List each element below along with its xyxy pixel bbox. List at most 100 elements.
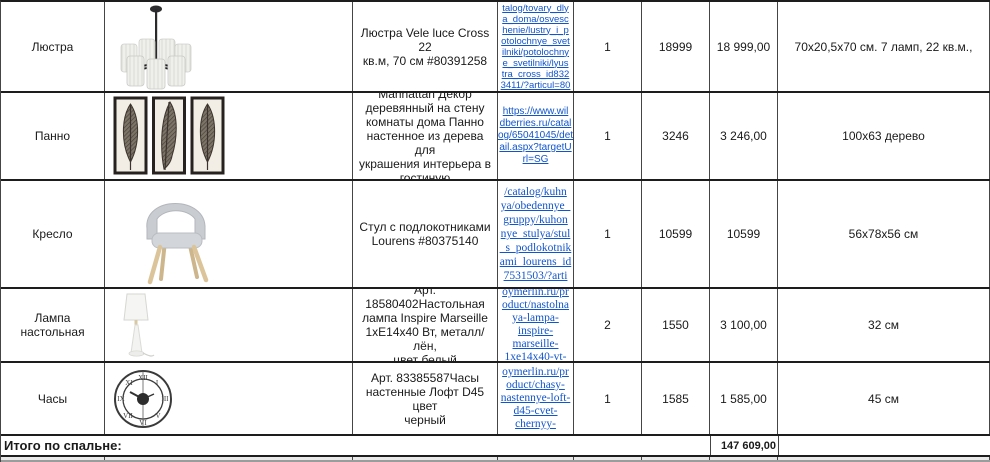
item-qty: 1 — [604, 39, 611, 54]
item-total: 3 246,00 — [720, 129, 767, 143]
empty-cell[interactable] — [779, 436, 990, 455]
partial-cell — [353, 457, 498, 460]
item-image-cell[interactable]: XII III VI IX I XI V VII — [105, 363, 353, 434]
item-price-cell[interactable]: 10599 — [642, 181, 710, 287]
item-price-cell[interactable]: 3246 — [642, 93, 710, 179]
item-name-cell[interactable]: Панно — [1, 93, 105, 179]
svg-text:V: V — [155, 412, 160, 420]
item-description-cell[interactable]: Арт. 83385587Часы настенные Лофт D45 цве… — [353, 363, 498, 434]
product-link[interactable]: oymerlin.ru/pr oduct/chasy- nastennye-lo… — [500, 366, 571, 430]
item-qty-cell[interactable]: 1 — [574, 93, 642, 179]
item-image-cell[interactable] — [105, 289, 353, 361]
item-link-cell[interactable]: oymerlin.ru/pr oduct/chasy- nastennye-lo… — [498, 363, 574, 434]
item-name-cell[interactable]: Лампа настольная — [1, 289, 105, 361]
item-description: Люстра Vele luce Cross 22 кв.м, 70 см #8… — [360, 25, 490, 68]
item-price: 18999 — [658, 39, 693, 54]
item-qty-cell[interactable]: 2 — [574, 289, 642, 361]
item-price: 1550 — [662, 318, 689, 332]
item-name: Панно — [34, 129, 71, 143]
total-label: Итого по спальне: — [4, 438, 122, 453]
item-description: Арт. 18580402Настольная лампа Inspire Ma… — [362, 289, 488, 361]
item-price: 10599 — [658, 227, 693, 241]
total-value-cell[interactable]: 147 609,00 — [711, 436, 779, 455]
item-name: Лампа настольная — [20, 311, 85, 339]
item-link-cell[interactable]: https://www.wil dberries.ru/catal og/650… — [498, 93, 574, 179]
item-dimensions: 32 см — [868, 318, 899, 332]
svg-text:VI: VI — [139, 419, 147, 427]
partial-cell — [105, 457, 353, 460]
item-dimensions: 70х20,5х70 см. 7 ламп, 22 кв.м., — [794, 39, 973, 54]
next-row-partial — [1, 457, 990, 462]
partial-cell — [642, 457, 710, 460]
item-total: 3 100,00 — [720, 318, 767, 332]
item-link-cell[interactable]: oymerlin.ru/pr oduct/nastolna ya-lampa- … — [498, 289, 574, 361]
item-link-cell[interactable]: talog/tovary_dly a_doma/osvesc henie/lus… — [498, 2, 574, 91]
item-price: 1585 — [662, 391, 689, 406]
item-description: Manhattan Декор деревянный на стену комн… — [358, 93, 492, 179]
table-row: Кресло Стул с подлокотниками Lourens #80… — [1, 181, 990, 289]
wall-clock-photo: XII III VI IX I XI V VII — [114, 369, 172, 428]
partial-cell — [574, 457, 642, 460]
total-label-cell[interactable]: Итого по спальне: — [1, 436, 711, 455]
item-qty: 1 — [604, 129, 611, 143]
product-link[interactable]: oymerlin.ru/pr oduct/nastolna ya-lampa- … — [501, 289, 570, 361]
total-row: Итого по спальне: 147 609,00 — [1, 436, 990, 457]
product-link[interactable]: talog/tovary_dly a_doma/osvesc henie/lus… — [500, 2, 571, 91]
item-total: 18 999,00 — [716, 39, 771, 54]
item-total-cell[interactable]: 10599 — [710, 181, 778, 287]
item-qty-cell[interactable]: 1 — [574, 181, 642, 287]
item-description-cell[interactable]: Люстра Vele luce Cross 22 кв.м, 70 см #8… — [353, 2, 498, 91]
item-image-cell[interactable] — [105, 2, 353, 91]
item-price-cell[interactable]: 1585 — [642, 363, 710, 434]
item-name: Часы — [37, 391, 68, 406]
item-description: Арт. 83385587Часы настенные Лофт D45 цве… — [365, 370, 485, 427]
item-dimensions-cell[interactable]: 70х20,5х70 см. 7 ламп, 22 кв.м., — [778, 2, 990, 91]
item-link-cell[interactable]: /catalog/kuhn ya/obedennye_ gruppy/kuhon… — [498, 181, 574, 287]
item-price-cell[interactable]: 18999 — [642, 2, 710, 91]
item-price-cell[interactable]: 1550 — [642, 289, 710, 361]
item-dimensions-cell[interactable]: 56х78х56 см — [778, 181, 990, 287]
item-total-cell[interactable]: 3 100,00 — [710, 289, 778, 361]
armchair-photo — [146, 203, 209, 285]
item-qty: 1 — [604, 391, 611, 406]
table-row: Люстра — [1, 2, 990, 93]
item-description-cell[interactable]: Арт. 18580402Настольная лампа Inspire Ma… — [353, 289, 498, 361]
item-description-cell[interactable]: Стул с подлокотниками Lourens #80375140 — [353, 181, 498, 287]
svg-text:IX: IX — [117, 395, 124, 403]
item-name: Кресло — [32, 227, 73, 241]
item-total-cell[interactable]: 3 246,00 — [710, 93, 778, 179]
svg-text:I: I — [156, 379, 159, 387]
item-description-cell[interactable]: Manhattan Декор деревянный на стену комн… — [353, 93, 498, 179]
item-dimensions: 45 см — [868, 391, 899, 406]
item-image-cell[interactable] — [105, 93, 353, 179]
product-link[interactable]: https://www.wil dberries.ru/catal og/650… — [498, 106, 574, 165]
product-link[interactable]: /catalog/kuhn ya/obedennye_ gruppy/kuhon… — [499, 186, 572, 282]
item-image-cell[interactable] — [105, 181, 353, 287]
table-row: Панно — [1, 93, 990, 181]
item-name-cell[interactable]: Часы — [1, 363, 105, 434]
item-price: 3246 — [662, 129, 689, 143]
table-row: Часы XII III VI IX I XI V VII — [1, 363, 990, 436]
table-row: Лампа настольная Арт. 18580402Настольная… — [1, 289, 990, 363]
svg-text:XI: XI — [125, 379, 133, 387]
item-qty-cell[interactable]: 1 — [574, 2, 642, 91]
item-qty-cell[interactable]: 1 — [574, 363, 642, 434]
svg-text:III: III — [162, 395, 170, 403]
item-dimensions: 56х78х56 см — [848, 227, 919, 241]
wood-panel-photo — [113, 96, 225, 175]
item-total-cell[interactable]: 1 585,00 — [710, 363, 778, 434]
item-total: 10599 — [726, 227, 761, 241]
item-qty: 2 — [604, 318, 611, 332]
item-name-cell[interactable]: Люстра — [1, 2, 105, 91]
item-total: 1 585,00 — [720, 391, 767, 406]
partial-cell — [778, 457, 990, 460]
item-dimensions-cell[interactable]: 45 см — [778, 363, 990, 434]
item-dimensions-cell[interactable]: 32 см — [778, 289, 990, 361]
partial-cell — [1, 457, 105, 460]
svg-text:XII: XII — [138, 374, 148, 382]
item-name: Люстра — [31, 39, 74, 54]
item-description: Стул с подлокотниками Lourens #80375140 — [359, 220, 491, 248]
item-name-cell[interactable]: Кресло — [1, 181, 105, 287]
item-dimensions-cell[interactable]: 100x63 дерево — [778, 93, 990, 179]
item-total-cell[interactable]: 18 999,00 — [710, 2, 778, 91]
